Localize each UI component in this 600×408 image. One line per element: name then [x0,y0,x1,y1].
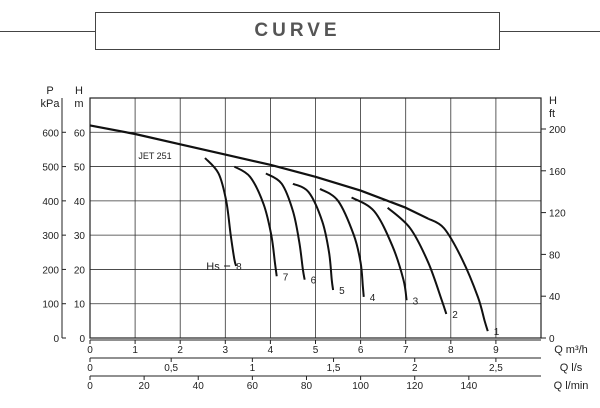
h-ft-axis-tick-label: 160 [549,167,566,178]
x-lmin-axis-tick-label: 40 [193,381,205,392]
h-m-axis-tick-label: 20 [74,265,86,276]
curve-label-5: 5 [339,286,345,297]
p-axis-tick-label: 400 [42,197,59,208]
x-ls-axis-tick-label: 1 [250,363,256,374]
page-title: CURVE [254,20,341,41]
x-lmin-axis-label: Q l/min [554,380,589,392]
x-lmin-axis-tick-label: 80 [301,381,313,392]
h-ft-axis-tick-label: 80 [549,250,561,261]
h-m-axis-tick-label: 0 [79,334,85,345]
x-lmin-axis-tick-label: 0 [87,381,93,392]
h-ft-axis-tick-label: 120 [549,209,566,220]
p-axis-tick-label: 200 [42,265,59,276]
x-lmin-axis-tick-label: 60 [247,381,259,392]
x-lmin-axis-tick-label: 120 [406,381,423,392]
p-axis-tick-label: 500 [42,163,59,174]
curve-label-8: 8 [236,262,242,273]
x-m3h-axis-tick-label: 6 [358,345,364,356]
curve-hs-3 [351,196,408,301]
p-axis-tick-label: 600 [42,128,59,139]
model-label: JET 251 [138,151,171,161]
header-rule-right [500,31,600,32]
p-axis-unit-top: P [46,85,53,97]
jet-251-envelope-line [89,124,429,220]
x-ls-axis-tick-label: 0,5 [164,363,178,374]
x-m3h-axis-tick-label: 4 [268,345,274,356]
x-m3h-axis-tick-label: 2 [177,345,183,356]
x-m3h-axis-label: Q m³/h [554,344,588,356]
h-m-axis-tick-label: 50 [74,163,86,174]
h-m-axis-unit-bottom: m [74,98,83,110]
curve-label-2: 2 [452,310,458,321]
header-rule-left [0,31,95,32]
title-box: CURVE [95,12,500,50]
x-m3h-axis-tick-label: 0 [87,345,93,356]
x-ls-axis-tick-label: 0 [87,363,93,374]
x-lmin-axis-tick-label: 20 [139,381,151,392]
h-ft-axis-tick-label: 0 [549,334,555,345]
h-m-axis-tick-label: 10 [74,300,86,311]
x-m3h-axis-tick-label: 9 [493,345,499,356]
curve-hs-7 [233,165,278,277]
h-ft-axis-tick-label: 200 [549,125,566,136]
h-ft-axis-unit-top: H [549,95,557,107]
h-ft-axis-unit-bottom: ft [549,108,555,120]
x-lmin-axis-tick-label: 100 [352,381,369,392]
p-axis-tick-label: 0 [53,334,59,345]
curve-hs-8 [204,157,238,267]
h-ft-axis-tick-label: 40 [549,292,561,303]
curve-hs-4 [319,187,365,297]
x-ls-axis-tick-label: 2,5 [489,363,503,374]
x-ls-axis-tick-label: 2 [412,363,418,374]
x-lmin-axis-tick-label: 140 [460,381,477,392]
x-m3h-axis-tick-label: 1 [132,345,138,356]
curve-hs-6 [265,172,306,280]
curve-label-6: 6 [311,276,317,287]
x-m3h-axis-tick-label: 3 [223,345,229,356]
x-ls-axis-tick-label: 1,5 [327,363,341,374]
curve-hs-5 [292,182,335,291]
x-m3h-axis-tick-label: 8 [448,345,454,356]
curve-label-3: 3 [413,296,419,307]
curve-hs-1 [427,217,489,332]
x-m3h-axis-tick-label: 5 [313,345,319,356]
h-m-axis-tick-label: 30 [74,231,86,242]
hs-label: Hs [206,261,220,273]
h-m-axis-tick-label: 40 [74,197,86,208]
h-m-axis-tick-label: 60 [74,128,86,139]
curve-label-4: 4 [370,293,376,304]
h-m-axis-unit-top: H [75,85,83,97]
p-axis-tick-label: 100 [42,300,59,311]
curve-label-7: 7 [283,272,289,283]
p-axis-tick-label: 300 [42,231,59,242]
x-m3h-axis-tick-label: 7 [403,345,409,356]
x-ls-axis-label: Q l/s [560,362,583,374]
p-axis-unit-bottom: kPa [41,98,61,110]
plot-frame [89,97,542,339]
curve-label-1: 1 [494,327,500,338]
curve-hs-2 [386,206,448,315]
